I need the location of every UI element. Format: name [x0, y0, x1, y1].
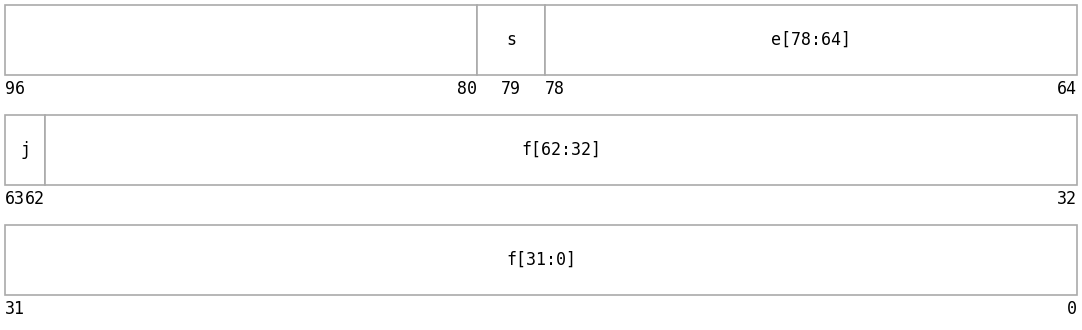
Text: 79: 79 — [501, 80, 522, 98]
Text: 64: 64 — [1057, 80, 1077, 98]
Text: j: j — [19, 141, 30, 159]
Text: 32: 32 — [1057, 190, 1077, 208]
Bar — [5, 225, 1077, 295]
Bar — [45, 115, 1077, 185]
Text: 62: 62 — [25, 190, 45, 208]
Bar — [5, 5, 477, 75]
Text: f[62:32]: f[62:32] — [522, 141, 601, 159]
Bar — [5, 115, 45, 185]
Bar — [545, 5, 1077, 75]
Bar — [477, 5, 545, 75]
Text: 80: 80 — [457, 80, 477, 98]
Text: f[31:0]: f[31:0] — [506, 251, 576, 269]
Text: 96: 96 — [5, 80, 25, 98]
Text: 0: 0 — [1067, 300, 1077, 318]
Text: e[78:64]: e[78:64] — [771, 31, 852, 49]
Text: 78: 78 — [545, 80, 565, 98]
Text: s: s — [506, 31, 516, 49]
Text: 31: 31 — [5, 300, 25, 318]
Text: 63: 63 — [5, 190, 25, 208]
